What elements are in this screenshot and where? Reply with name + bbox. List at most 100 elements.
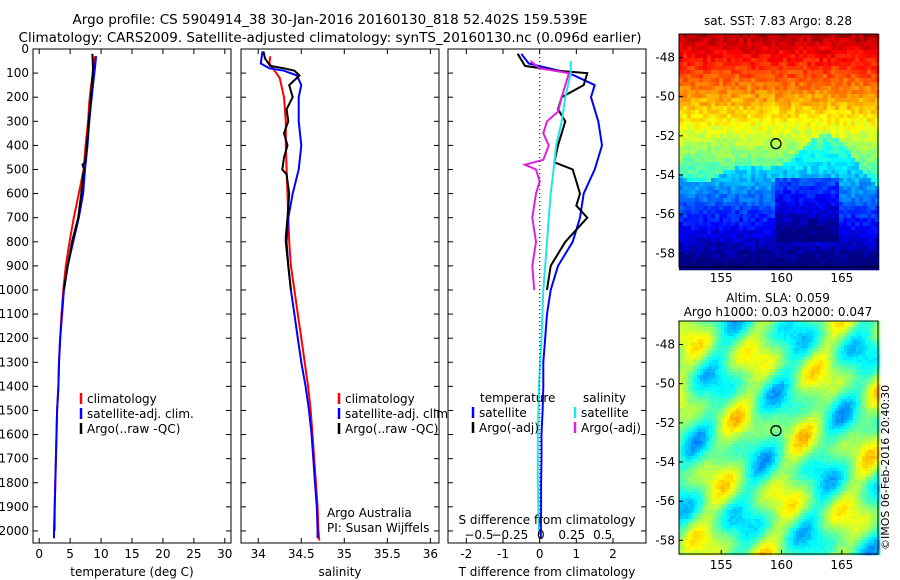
heatmap-cell	[823, 202, 828, 207]
heatmap-cell	[736, 384, 740, 388]
heatmap-cell	[793, 324, 797, 328]
heatmap-cell	[715, 254, 720, 259]
heatmap-cell	[711, 162, 716, 167]
heatmap-cell	[688, 324, 692, 328]
heatmap-cell	[835, 34, 840, 39]
y-tick-label: 800	[6, 235, 29, 249]
heatmap-cell	[703, 74, 708, 79]
heatmap-cell	[763, 369, 767, 373]
heatmap-cell	[751, 118, 756, 123]
heatmap-cell	[787, 357, 791, 361]
heatmap-cell	[808, 336, 812, 340]
heatmap-cell	[718, 381, 722, 385]
heatmap-cell	[827, 226, 832, 231]
heatmap-cell	[751, 130, 756, 135]
heatmap-cell	[697, 336, 701, 340]
heatmap-cell	[757, 369, 761, 373]
heatmap-cell	[685, 327, 689, 331]
heatmap-cell	[791, 142, 796, 147]
heatmap-cell	[682, 336, 686, 340]
heatmap-cell	[844, 345, 848, 349]
heatmap-cell	[721, 393, 725, 397]
heatmap-cell	[823, 226, 828, 231]
x-tick-label: 20	[155, 547, 170, 561]
heatmap-cell	[685, 354, 689, 358]
heatmap-cell	[847, 50, 852, 55]
heatmap-cell	[767, 90, 772, 95]
heatmap-cell	[803, 34, 808, 39]
heatmap-cell	[769, 333, 773, 337]
heatmap-cell	[703, 66, 708, 71]
heatmap-cell	[847, 66, 852, 71]
heatmap-cell	[748, 375, 752, 379]
heatmap-cell	[699, 74, 704, 79]
heatmap-cell	[799, 242, 804, 247]
heatmap-cell	[769, 363, 773, 367]
legend-heading: temperature	[480, 391, 555, 405]
heatmap-cell	[748, 390, 752, 394]
heatmap-cell	[699, 86, 704, 91]
heatmap-cell	[817, 390, 821, 394]
heatmap-cell	[679, 130, 684, 135]
heatmap-cell	[799, 210, 804, 215]
heatmap-cell	[843, 150, 848, 155]
heatmap-cell	[751, 122, 756, 127]
heatmap-cell	[847, 114, 852, 119]
heatmap-cell	[831, 94, 836, 99]
heatmap-cell	[868, 354, 872, 358]
heatmap-cell	[755, 66, 760, 71]
heatmap-cell	[787, 130, 792, 135]
heatmap-cell	[691, 98, 696, 103]
heatmap-cell	[859, 210, 864, 215]
heatmap-cell	[775, 390, 779, 394]
heatmap-cell	[826, 372, 830, 376]
heatmap-cell	[815, 170, 820, 175]
heatmap-cell	[784, 366, 788, 370]
heatmap-cell	[791, 34, 796, 39]
heatmap-cell	[799, 78, 804, 83]
heatmap-cell	[875, 54, 880, 59]
heatmap-cell	[707, 178, 712, 183]
heatmap-cell	[871, 336, 875, 340]
heatmap-cell	[727, 372, 731, 376]
heatmap-cell	[730, 360, 734, 364]
heatmap-cell	[859, 174, 864, 179]
heatmap-cell	[827, 266, 832, 271]
heatmap-cell	[739, 262, 744, 267]
heatmap-cell	[835, 94, 840, 99]
heatmap-cell	[751, 242, 756, 247]
heatmap-cell	[862, 396, 866, 400]
heatmap-cell	[748, 324, 752, 328]
heatmap-cell	[763, 66, 768, 71]
heatmap-cell	[711, 182, 716, 187]
heatmap-cell	[715, 122, 720, 127]
heatmap-cell	[771, 202, 776, 207]
y-tick-label: 0	[21, 42, 29, 56]
heatmap-cell	[787, 372, 791, 376]
heatmap-cell	[863, 194, 868, 199]
heatmap-cell	[805, 387, 809, 391]
heatmap-cell	[688, 384, 692, 388]
heatmap-cell	[748, 363, 752, 367]
heatmap-cell	[811, 258, 816, 263]
heatmap-cell	[829, 342, 833, 346]
heatmap-cell	[793, 342, 797, 346]
heatmap-cell	[831, 226, 836, 231]
heatmap-cell	[803, 82, 808, 87]
heatmap-cell	[843, 238, 848, 243]
heatmap-cell	[867, 94, 872, 99]
heatmap-cell	[718, 399, 722, 403]
heatmap-cell	[763, 194, 768, 199]
heatmap-cell	[697, 375, 701, 379]
heatmap-cell	[735, 118, 740, 123]
heatmap-cell	[799, 62, 804, 67]
heatmap-cell	[747, 122, 752, 127]
heatmap-cell	[817, 366, 821, 370]
heatmap-cell	[751, 327, 755, 331]
heatmap-cell	[742, 327, 746, 331]
heatmap-cell	[695, 254, 700, 259]
heatmap-cell	[787, 58, 792, 63]
heatmap-cell	[871, 78, 876, 83]
heatmap-cell	[835, 146, 840, 151]
heatmap-cell	[783, 142, 788, 147]
